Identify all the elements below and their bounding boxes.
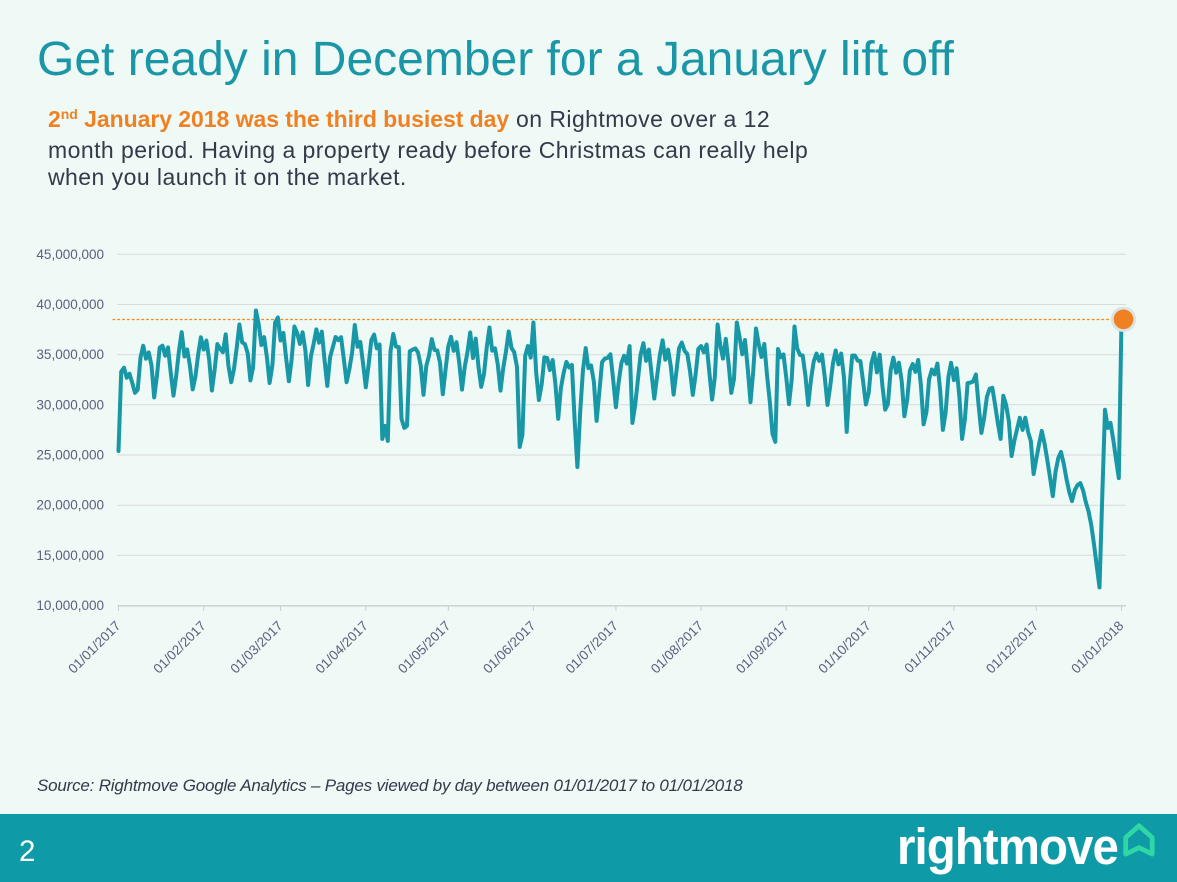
svg-text:35,000,000: 35,000,000: [36, 347, 104, 362]
svg-text:20,000,000: 20,000,000: [36, 498, 104, 513]
svg-text:01/08/2017: 01/08/2017: [648, 618, 706, 676]
svg-text:01/04/2017: 01/04/2017: [313, 618, 371, 676]
svg-text:40,000,000: 40,000,000: [36, 297, 104, 312]
svg-text:45,000,000: 45,000,000: [36, 247, 104, 262]
svg-text:01/06/2017: 01/06/2017: [480, 618, 538, 676]
svg-text:01/07/2017: 01/07/2017: [563, 618, 621, 676]
svg-text:10,000,000: 10,000,000: [36, 598, 104, 613]
svg-text:25,000,000: 25,000,000: [36, 448, 104, 463]
svg-text:01/05/2017: 01/05/2017: [395, 618, 453, 676]
svg-text:01/03/2017: 01/03/2017: [227, 618, 285, 676]
svg-text:30,000,000: 30,000,000: [36, 397, 104, 412]
svg-text:15,000,000: 15,000,000: [36, 548, 104, 563]
svg-text:01/01/2017: 01/01/2017: [65, 618, 123, 676]
svg-text:01/11/2017: 01/11/2017: [901, 618, 959, 676]
svg-text:01/09/2017: 01/09/2017: [733, 618, 791, 676]
svg-text:01/02/2017: 01/02/2017: [150, 618, 208, 676]
svg-text:01/10/2017: 01/10/2017: [815, 618, 873, 676]
svg-text:01/01/2018: 01/01/2018: [1068, 618, 1126, 676]
svg-text:01/12/2017: 01/12/2017: [983, 618, 1041, 676]
